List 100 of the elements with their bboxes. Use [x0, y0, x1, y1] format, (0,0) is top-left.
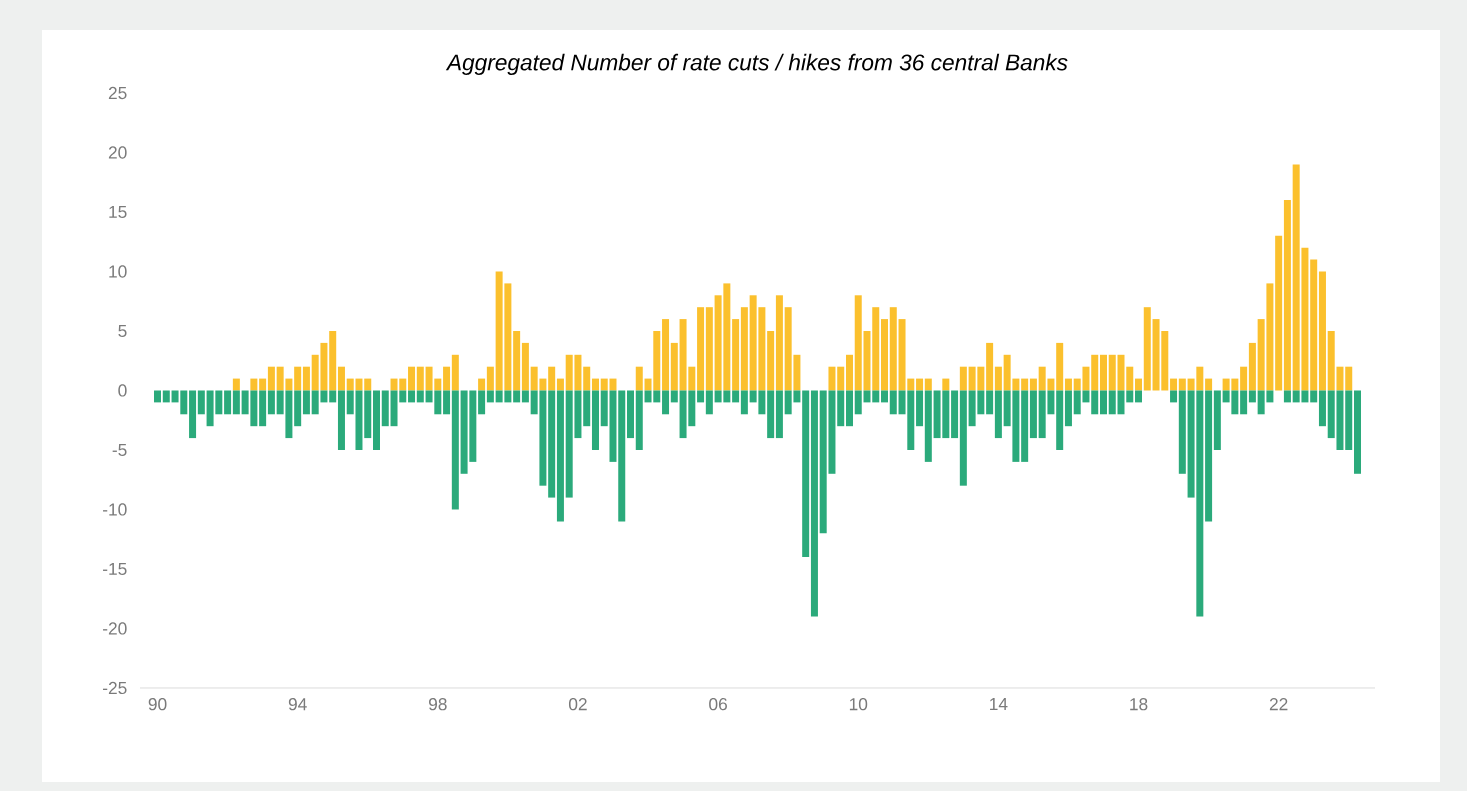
bar — [1205, 378, 1213, 391]
bar — [916, 378, 924, 391]
bar — [486, 390, 494, 403]
bar — [259, 378, 267, 391]
bar — [1283, 200, 1291, 391]
bar — [837, 390, 845, 427]
bar — [635, 390, 643, 450]
bar — [1099, 354, 1107, 391]
bar — [1310, 259, 1318, 391]
bar — [986, 342, 994, 391]
bar — [189, 390, 197, 439]
bar — [486, 366, 494, 391]
bar — [994, 390, 1002, 439]
bar — [232, 390, 240, 415]
x-tick-label: 18 — [1130, 698, 1148, 711]
bar — [810, 390, 818, 617]
x-tick-label: 02 — [568, 698, 587, 711]
bar — [1283, 390, 1291, 403]
bar — [1064, 378, 1072, 391]
bar — [1029, 390, 1037, 439]
bar — [302, 366, 310, 391]
bar — [767, 330, 775, 391]
bar — [1205, 390, 1213, 522]
bar — [1178, 378, 1186, 391]
bar — [364, 378, 372, 391]
bar — [889, 307, 897, 391]
bar — [1056, 390, 1064, 450]
bar — [740, 390, 748, 415]
bar — [478, 390, 486, 415]
bar — [951, 390, 959, 439]
bar — [329, 390, 337, 403]
bar — [364, 390, 372, 439]
bar — [662, 319, 670, 391]
bar — [1310, 390, 1318, 403]
bar — [197, 390, 205, 415]
bar — [548, 366, 556, 391]
bar — [740, 307, 748, 391]
bar — [872, 390, 880, 403]
y-tick-label: -5 — [112, 443, 127, 457]
y-tick-label: 10 — [109, 265, 127, 278]
bar — [451, 354, 459, 391]
x-tick-label: 10 — [849, 698, 868, 711]
bar — [443, 366, 451, 391]
bar — [302, 390, 310, 415]
bar — [513, 390, 521, 403]
bar — [1318, 390, 1326, 427]
bar — [329, 330, 337, 391]
bar — [959, 366, 967, 391]
bar — [373, 390, 380, 450]
bar — [583, 390, 591, 427]
bar — [924, 378, 932, 391]
bar — [705, 307, 713, 391]
bar — [556, 378, 564, 391]
y-tick-label: 25 — [108, 86, 127, 100]
bar — [513, 330, 521, 391]
y-tick-label: -10 — [103, 503, 127, 516]
bar — [889, 390, 897, 415]
bar — [1353, 390, 1361, 474]
x-tick-label: 06 — [709, 698, 727, 711]
bar — [408, 366, 416, 391]
bar — [732, 390, 740, 403]
bar — [670, 390, 678, 403]
bar — [337, 390, 345, 450]
bar — [1240, 366, 1248, 391]
y-tick-label: -15 — [103, 562, 127, 576]
bar — [662, 390, 670, 415]
bar — [767, 390, 775, 439]
bar — [802, 390, 810, 558]
bar — [1170, 378, 1178, 391]
bar — [1056, 342, 1064, 391]
bar — [872, 307, 880, 391]
bar — [232, 378, 240, 391]
bar — [828, 366, 836, 391]
bar — [337, 366, 345, 391]
bar — [705, 390, 713, 415]
bar — [1213, 390, 1221, 450]
bar — [1178, 390, 1186, 474]
bar — [1021, 378, 1029, 391]
bar — [267, 366, 275, 391]
bar — [924, 390, 932, 462]
bar — [1318, 271, 1326, 391]
bar — [1143, 307, 1151, 391]
bar — [548, 390, 556, 498]
bar — [837, 366, 845, 391]
bar — [1091, 390, 1099, 415]
x-tick-label: 90 — [148, 698, 167, 711]
bar — [451, 390, 459, 510]
bar — [1170, 390, 1178, 403]
bar — [267, 390, 275, 415]
y-tick-label: 15 — [109, 205, 127, 219]
bar — [381, 390, 389, 427]
bar — [1135, 390, 1143, 403]
y-tick-label: 5 — [118, 324, 127, 338]
bar — [994, 366, 1002, 391]
bar — [250, 378, 258, 391]
bar — [1021, 390, 1029, 462]
bar — [416, 390, 424, 403]
bar — [635, 366, 643, 391]
bar — [775, 295, 783, 391]
bar — [618, 390, 626, 522]
